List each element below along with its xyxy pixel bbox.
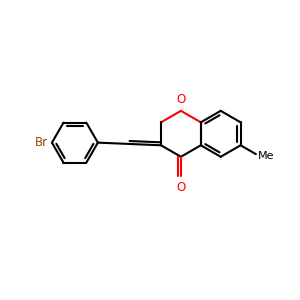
Text: O: O <box>176 92 185 106</box>
Text: O: O <box>176 181 185 194</box>
Text: Me: Me <box>258 151 275 160</box>
Text: Br: Br <box>35 136 48 149</box>
